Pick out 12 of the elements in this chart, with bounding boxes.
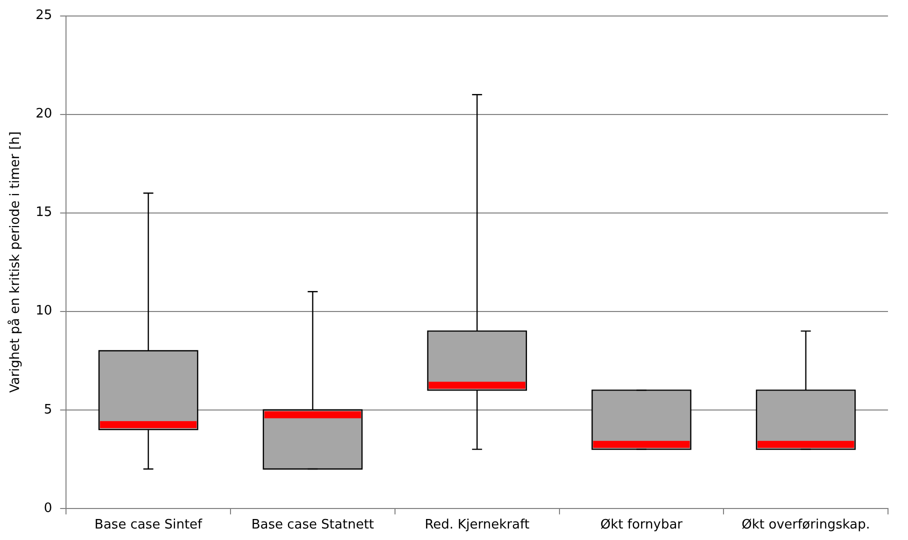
- x-tick-label: Base case Sintef: [94, 518, 203, 533]
- x-tick-label: Red. Kjernekraft: [424, 518, 530, 533]
- y-tick-label: 10: [36, 304, 52, 319]
- x-tick-label: Økt overføringskap.: [742, 518, 870, 533]
- y-tick-label: 20: [36, 106, 52, 122]
- y-tick-label: 5: [44, 402, 52, 418]
- x-tick-label: Base case Statnett: [251, 518, 374, 533]
- y-tick-label: 0: [44, 500, 52, 516]
- y-tick-label: 25: [36, 8, 52, 24]
- y-axis-title: Varighet på en kritisk periode i timer [h]: [7, 131, 24, 393]
- y-tick-label: 15: [36, 205, 52, 220]
- x-tick-label: Økt fornybar: [600, 518, 684, 533]
